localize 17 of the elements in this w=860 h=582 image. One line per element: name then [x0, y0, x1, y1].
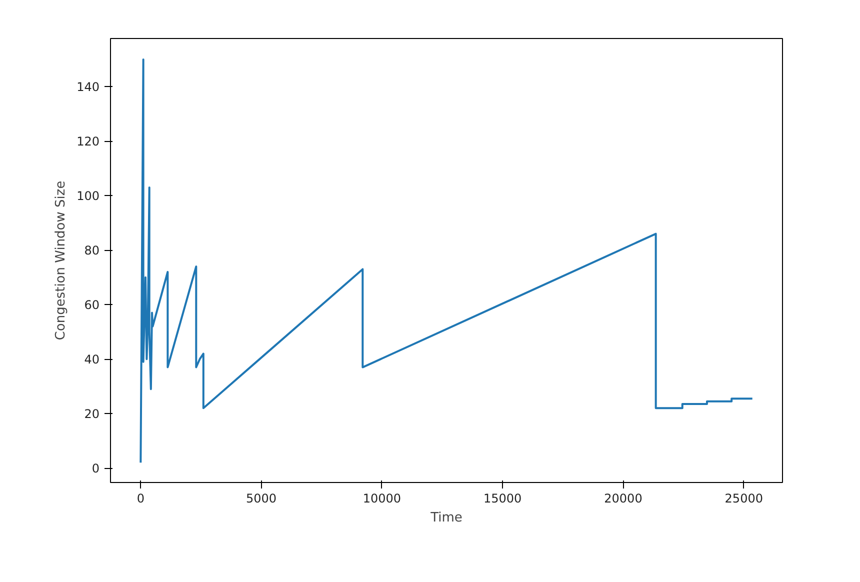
y-tick-label: 140	[76, 80, 100, 94]
y-tick-label: 100	[76, 189, 100, 204]
x-tick-label: 10000	[362, 492, 402, 506]
x-tick-label: 20000	[604, 492, 642, 506]
y-tick-label: 0	[92, 462, 100, 476]
y-tick-label: 40	[84, 352, 100, 367]
x-axis-title: Time	[430, 510, 462, 526]
y-tick-label: 80	[84, 244, 100, 258]
y-tick-label: 60	[84, 298, 100, 312]
line-series	[140, 58, 754, 464]
y-axis-title: Congestion Window Size	[54, 180, 69, 340]
x-tick-label: 15000	[484, 492, 522, 506]
x-tick-label: 25000	[724, 492, 763, 506]
x-tick-label: 0	[136, 492, 144, 506]
y-tick-label: 20	[84, 407, 100, 422]
y-tick-label: 120	[76, 134, 100, 149]
x-tick-label: 5000	[246, 492, 277, 506]
